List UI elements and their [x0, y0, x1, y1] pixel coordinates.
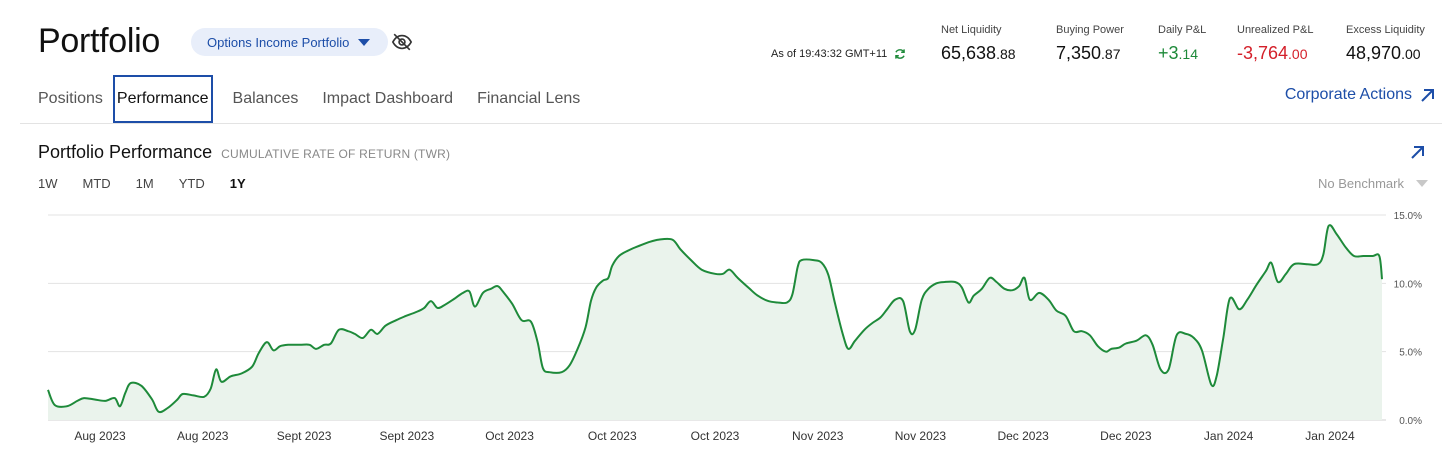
x-tick-label: Sept 2023 — [379, 429, 434, 443]
x-tick-label: Aug 2023 — [74, 429, 126, 443]
performance-heading: Portfolio Performance CUMULATIVE RATE OF… — [38, 142, 450, 163]
daily-pl-main: +3 — [1158, 43, 1179, 63]
x-tick-label: Nov 2023 — [895, 429, 947, 443]
y-tick-label: 15.0% — [1394, 211, 1422, 222]
net-liquidity-cents: .88 — [996, 46, 1016, 62]
unrealized-pl-stat: Unrealized P&L -3,764.00 — [1237, 24, 1313, 64]
x-tick-label: Oct 2023 — [588, 429, 637, 443]
excess-liquidity-cents: .00 — [1401, 46, 1421, 62]
buying-power-cents: .87 — [1101, 46, 1121, 62]
unrealized-pl-cents: .00 — [1288, 46, 1308, 62]
corporate-actions-link[interactable]: Corporate Actions — [1285, 86, 1436, 104]
y-tick-label: 10.0% — [1394, 279, 1422, 290]
chevron-down-icon — [358, 38, 371, 46]
range-1m[interactable]: 1M — [135, 176, 154, 191]
eye-off-icon[interactable] — [391, 31, 413, 53]
unrealized-pl-value: -3,764.00 — [1237, 43, 1313, 64]
net-liquidity-value: 65,638.88 — [941, 43, 1016, 64]
net-liquidity-main: 65,638 — [941, 43, 997, 63]
x-tick-label: Jan 2024 — [1204, 429, 1254, 443]
excess-liquidity-main: 48,970 — [1346, 43, 1402, 63]
range-selector: 1W MTD 1M YTD 1Y — [38, 176, 271, 191]
performance-title: Portfolio Performance — [38, 142, 213, 162]
page-title: Portfolio — [38, 22, 161, 60]
x-tick-label: Oct 2023 — [485, 429, 534, 443]
chevron-down-icon — [1416, 180, 1428, 187]
x-tick-label: Oct 2023 — [691, 429, 740, 443]
header-divider — [20, 123, 1442, 124]
tab-bar: Positions Performance Balances Impact Da… — [38, 75, 604, 123]
range-mtd[interactable]: MTD — [82, 176, 111, 191]
chart-y-axis: 0.0% 5.0% 10.0% 15.0% — [1394, 211, 1422, 427]
arrow-up-right-icon — [1421, 89, 1434, 102]
excess-liquidity-stat: Excess Liquidity 48,970.00 — [1346, 24, 1425, 64]
range-1y[interactable]: 1Y — [229, 176, 246, 191]
net-liquidity-label: Net Liquidity — [941, 24, 1002, 36]
portfolio-select[interactable]: Options Income Portfolio — [191, 28, 388, 56]
x-tick-label: Jan 2024 — [1305, 429, 1355, 443]
buying-power-value: 7,350.87 — [1056, 43, 1124, 64]
y-tick-label: 0.0% — [1399, 416, 1422, 427]
daily-pl-value: +3.14 — [1158, 43, 1206, 64]
corporate-actions-label: Corporate Actions — [1284, 86, 1412, 103]
excess-liquidity-value: 48,970.00 — [1346, 43, 1425, 64]
portfolio-select-label: Options Income Portfolio — [207, 34, 350, 50]
range-1w[interactable]: 1W — [38, 176, 58, 191]
buying-power-label: Buying Power — [1056, 24, 1124, 36]
buying-power-main: 7,350 — [1056, 43, 1102, 63]
x-tick-label: Nov 2023 — [792, 429, 844, 443]
tab-performance[interactable]: Performance — [112, 75, 213, 123]
range-ytd[interactable]: YTD — [178, 176, 205, 191]
x-tick-label: Sept 2023 — [277, 429, 332, 443]
benchmark-label: No Benchmark — [1318, 176, 1404, 191]
daily-pl-label: Daily P&L — [1158, 24, 1207, 36]
as-of-text: As of 19:43:32 GMT+11 — [771, 48, 888, 60]
unrealized-pl-label: Unrealized P&L — [1237, 24, 1314, 36]
x-tick-label: Dec 2023 — [997, 429, 1049, 443]
refresh-icon[interactable] — [893, 47, 907, 61]
chart-area-fill — [48, 225, 1382, 420]
x-tick-label: Aug 2023 — [177, 429, 229, 443]
tab-positions[interactable]: Positions — [38, 90, 103, 107]
daily-pl-stat: Daily P&L +3.14 — [1158, 24, 1206, 64]
net-liquidity-stat: Net Liquidity 65,638.88 — [941, 24, 1016, 64]
performance-chart[interactable]: 0.0% 5.0% 10.0% 15.0% Aug 2023 Aug 2023 Sept … — [0, 200, 1456, 455]
tab-financial-lens[interactable]: Financial Lens — [477, 90, 581, 107]
daily-pl-cents: .14 — [1178, 46, 1198, 62]
excess-liquidity-label: Excess Liquidity — [1346, 24, 1425, 36]
tab-balances[interactable]: Balances — [232, 90, 299, 107]
buying-power-stat: Buying Power 7,350.87 — [1056, 24, 1124, 64]
as-of-timestamp: As of 19:43:32 GMT+11 — [771, 47, 907, 61]
chart-series-line — [47, 224, 1383, 414]
chart-x-axis: Aug 2023 Aug 2023 Sept 2023 Sept 2023 Oct 20… — [74, 429, 1355, 443]
unrealized-pl-main: -3,764 — [1237, 43, 1289, 63]
tab-impact-dashboard[interactable]: Impact Dashboard — [322, 90, 454, 107]
benchmark-select[interactable]: No Benchmark — [1318, 176, 1428, 191]
expand-icon[interactable] — [1410, 144, 1426, 160]
y-tick-label: 5.0% — [1399, 348, 1422, 359]
x-tick-label: Dec 2023 — [1100, 429, 1152, 443]
performance-subtitle: CUMULATIVE RATE OF RETURN (TWR) — [221, 147, 451, 161]
